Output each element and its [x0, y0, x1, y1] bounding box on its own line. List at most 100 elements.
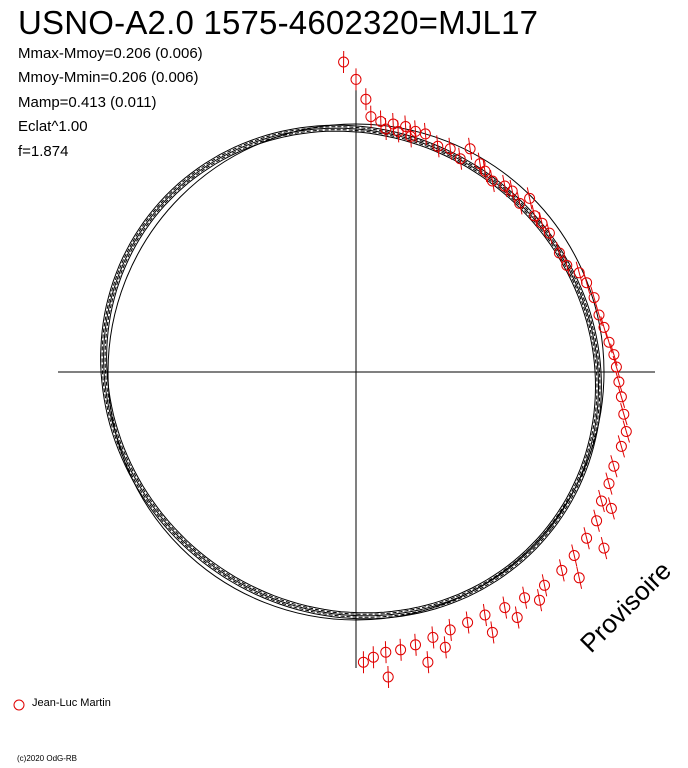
point-marker [479, 165, 491, 177]
data-point [620, 420, 632, 443]
point-marker [581, 277, 593, 289]
point-marker [573, 572, 585, 584]
data-point [439, 636, 451, 659]
data-point [519, 586, 531, 609]
point-marker [382, 671, 394, 683]
data-point [474, 152, 486, 175]
point-marker [608, 460, 620, 472]
point-marker [598, 321, 610, 333]
stat-frequency: f=1.874 [18, 143, 69, 160]
point-marker [357, 656, 369, 668]
error-bar [431, 626, 435, 649]
data-point [553, 241, 565, 265]
data-point [462, 611, 474, 634]
stat-mmax-mmoy: Mmax-Mmoy=0.206 (0.006) [18, 45, 203, 62]
error-bar [600, 536, 608, 560]
point-marker [360, 93, 372, 105]
point-marker [534, 594, 545, 606]
point-marker [603, 336, 615, 348]
fit-curve-group [100, 124, 602, 620]
data-point [588, 286, 600, 309]
error-bar [541, 574, 548, 597]
point-marker [605, 502, 617, 514]
data-point [360, 88, 372, 111]
data-point [605, 497, 617, 520]
data-point [539, 574, 550, 597]
data-point [511, 606, 523, 629]
data-point [543, 221, 555, 245]
error-bar [571, 544, 578, 567]
copyright-notice: (c)2020 OdG-RB [17, 754, 78, 763]
data-point [454, 147, 466, 170]
data-point [444, 618, 456, 641]
data-point [534, 589, 545, 612]
point-marker [367, 651, 379, 663]
chart-title: USNO-A2.0 1575-4602320=MJL17 [18, 4, 539, 41]
data-point [603, 472, 615, 495]
error-bar [516, 192, 523, 215]
error-bar [384, 117, 387, 141]
legend-label: Jean-Luc Martin [32, 697, 111, 709]
error-bar [575, 261, 583, 284]
data-point [514, 192, 526, 215]
data-point [479, 603, 491, 627]
data-point [615, 385, 627, 408]
point-marker [553, 247, 565, 259]
error-bar [522, 586, 528, 609]
data-point [524, 187, 536, 210]
error-bar [468, 137, 473, 160]
point-marker [511, 612, 523, 623]
point-marker [380, 646, 392, 658]
point-marker [439, 641, 451, 653]
error-bar [409, 125, 412, 148]
error-bar [610, 455, 618, 478]
point-marker [422, 656, 434, 668]
point-marker [400, 121, 412, 132]
error-bar [424, 122, 427, 145]
point-marker [588, 292, 600, 304]
data-point [561, 254, 573, 277]
data-point [603, 331, 615, 354]
error-bar [620, 403, 628, 426]
data-point [591, 509, 603, 532]
data-point [422, 651, 434, 674]
error-bar [465, 611, 470, 634]
error-bar [563, 254, 571, 277]
error-bar [448, 618, 452, 641]
error-bar [526, 187, 533, 210]
data-point [486, 621, 498, 644]
data-point [598, 316, 610, 339]
point-marker [603, 478, 615, 490]
data-point [581, 271, 593, 294]
data-point [382, 665, 394, 689]
point-marker [524, 192, 536, 204]
data-point [529, 204, 541, 227]
point-marker [568, 550, 580, 561]
error-bar [502, 596, 508, 619]
error-bar [559, 559, 565, 582]
error-bar [583, 271, 591, 294]
data-point [556, 559, 568, 582]
point-marker [499, 602, 511, 614]
data-point [608, 455, 620, 478]
point-marker [581, 532, 593, 544]
point-marker [410, 125, 421, 137]
point-marker [444, 624, 456, 636]
error-bar [531, 204, 538, 227]
point-marker [615, 391, 627, 403]
data-point [432, 135, 444, 158]
legend-marker-icon [13, 699, 25, 711]
point-marker [462, 617, 474, 628]
data-point [598, 536, 610, 560]
point-marker [479, 609, 491, 621]
error-bar [458, 147, 463, 170]
error-bar [608, 497, 615, 520]
point-marker [380, 123, 392, 135]
data-point [365, 105, 377, 128]
error-bar [598, 489, 605, 513]
point-marker [543, 227, 555, 239]
error-bar [605, 472, 613, 495]
data-point [464, 137, 476, 160]
error-bar [593, 509, 600, 532]
data-point [444, 137, 456, 160]
